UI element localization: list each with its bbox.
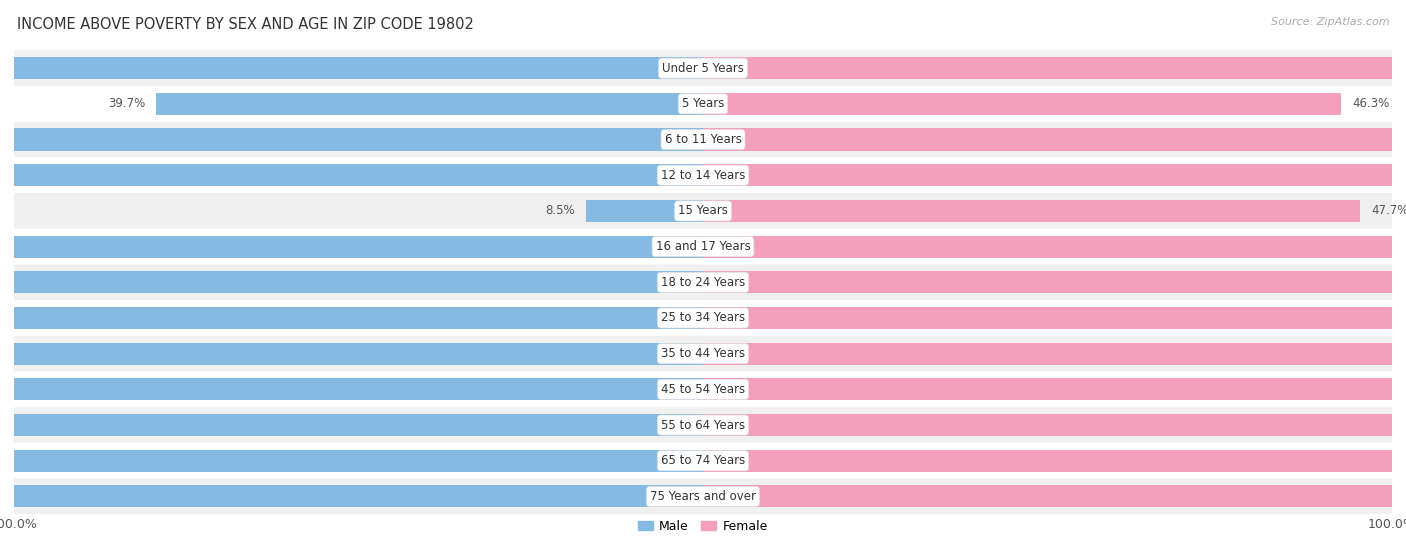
Bar (0, 271, 703, 293)
Text: 16 and 17 Years: 16 and 17 Years (655, 240, 751, 253)
Bar (0, 235, 703, 258)
Bar (0, 164, 703, 186)
Bar (703, 378, 1406, 400)
Text: 8.5%: 8.5% (546, 205, 575, 217)
Bar (703, 235, 1406, 258)
Text: 39.7%: 39.7% (108, 97, 145, 110)
FancyBboxPatch shape (14, 336, 1392, 372)
Bar (703, 343, 1406, 364)
Text: 25 to 34 Years: 25 to 34 Years (661, 311, 745, 324)
Bar (0, 343, 703, 364)
Bar (0, 378, 703, 400)
FancyBboxPatch shape (14, 407, 1392, 443)
Bar (0, 449, 703, 472)
FancyBboxPatch shape (14, 443, 1392, 479)
Bar (156, 93, 703, 115)
FancyBboxPatch shape (14, 50, 1392, 86)
Text: 15 Years: 15 Years (678, 205, 728, 217)
Text: 45 to 54 Years: 45 to 54 Years (661, 383, 745, 396)
FancyBboxPatch shape (14, 479, 1392, 514)
FancyBboxPatch shape (14, 158, 1392, 193)
Bar (703, 307, 1406, 329)
FancyBboxPatch shape (14, 264, 1392, 300)
Bar (0, 307, 703, 329)
Bar (703, 129, 1406, 150)
Bar (0, 414, 703, 436)
Text: 47.7%: 47.7% (1371, 205, 1406, 217)
Bar (703, 271, 1406, 293)
Text: 55 to 64 Years: 55 to 64 Years (661, 419, 745, 432)
FancyBboxPatch shape (14, 372, 1392, 407)
Bar (703, 414, 1406, 436)
Text: INCOME ABOVE POVERTY BY SEX AND AGE IN ZIP CODE 19802: INCOME ABOVE POVERTY BY SEX AND AGE IN Z… (17, 17, 474, 32)
FancyBboxPatch shape (14, 193, 1392, 229)
Bar (703, 164, 1406, 186)
Bar (0, 57, 703, 79)
FancyBboxPatch shape (14, 300, 1392, 336)
Bar (586, 200, 703, 222)
Bar (0, 485, 703, 508)
Bar (703, 485, 1406, 508)
FancyBboxPatch shape (14, 122, 1392, 158)
Text: Under 5 Years: Under 5 Years (662, 61, 744, 75)
Text: 18 to 24 Years: 18 to 24 Years (661, 276, 745, 289)
Bar (703, 93, 1341, 115)
FancyBboxPatch shape (14, 229, 1392, 264)
Text: 5 Years: 5 Years (682, 97, 724, 110)
Text: 6 to 11 Years: 6 to 11 Years (665, 133, 741, 146)
Text: 75 Years and over: 75 Years and over (650, 490, 756, 503)
Bar (703, 200, 1360, 222)
Bar (0, 129, 703, 150)
Text: 65 to 74 Years: 65 to 74 Years (661, 454, 745, 467)
Text: 35 to 44 Years: 35 to 44 Years (661, 347, 745, 360)
Legend: Male, Female: Male, Female (633, 515, 773, 538)
FancyBboxPatch shape (14, 86, 1392, 122)
Bar (703, 449, 1406, 472)
Bar (703, 57, 1406, 79)
Text: Source: ZipAtlas.com: Source: ZipAtlas.com (1271, 17, 1389, 27)
Text: 46.3%: 46.3% (1353, 97, 1389, 110)
Text: 12 to 14 Years: 12 to 14 Years (661, 169, 745, 182)
